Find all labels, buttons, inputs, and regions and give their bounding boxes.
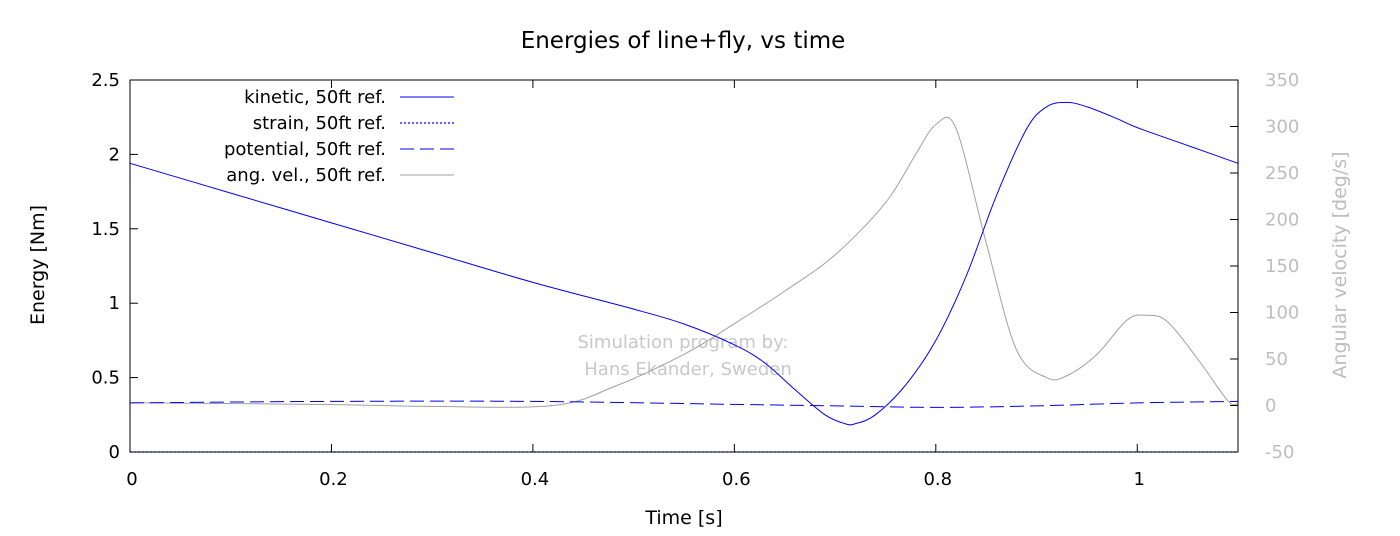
y2-tick-label: 200 <box>1265 210 1299 231</box>
y-tick-label: 2.5 <box>91 70 120 91</box>
legend-label: potential, 50ft ref. <box>224 139 386 160</box>
watermark-line: Simulation program by: <box>578 332 789 353</box>
y2-tick-label: 100 <box>1265 303 1299 324</box>
y2-tick-label: 300 <box>1265 117 1299 138</box>
y2-tick-label: 50 <box>1265 349 1288 370</box>
watermark-line: Hans Ekander, Sweden <box>584 359 791 380</box>
x-tick-label: 0.6 <box>722 469 751 490</box>
y2-tick-label: 250 <box>1265 163 1299 184</box>
x-axis: 0 0.2 0.4 0.6 0.8 1 <box>126 80 1145 490</box>
legend-label: kinetic, 50ft ref. <box>244 87 386 108</box>
x-tick-label: 0.4 <box>521 469 550 490</box>
series-line-potential <box>129 400 1239 408</box>
y-axis-left: 0 0.5 1 1.5 2 2.5 <box>91 70 138 463</box>
legend-label: strain, 50ft ref. <box>253 113 386 134</box>
x-tick-label: 0 <box>126 469 137 490</box>
x-tick-label: 0.2 <box>319 469 348 490</box>
y2-tick-label: 0 <box>1265 396 1276 417</box>
y2-tick-label: 350 <box>1265 70 1299 91</box>
x-tick-label: 1 <box>1134 469 1145 490</box>
legend-label: ang. vel., 50ft ref. <box>226 165 386 186</box>
y-axis-right: -50 0 50 100 150 200 250 300 350 <box>1230 70 1299 463</box>
y-axis-label-right: Angular velocity [deg/s] <box>1329 151 1351 378</box>
series-line-kinetic <box>129 101 1239 426</box>
y-tick-label: 2 <box>109 144 120 165</box>
y-tick-label: 0 <box>109 442 120 463</box>
y-axis-label-left: Energy [Nm] <box>27 205 49 325</box>
y2-tick-label: 150 <box>1265 256 1299 277</box>
watermark-annotation: Simulation program by: Hans Ekander, Swed… <box>578 332 792 380</box>
series-line-ang-vel <box>129 116 1239 408</box>
x-tick-label: 0.8 <box>923 469 952 490</box>
plot-frame <box>129 79 1239 453</box>
y-tick-label: 0.5 <box>91 368 120 389</box>
legend: kinetic, 50ft ref. strain, 50ft ref. poten… <box>224 87 454 186</box>
y-tick-label: 1 <box>109 293 120 314</box>
chart-title: Energies of line+fly, vs time <box>521 28 846 54</box>
y-tick-label: 1.5 <box>91 219 120 240</box>
x-axis-label: Time [s] <box>644 507 722 529</box>
y2-tick-label: -50 <box>1265 442 1294 463</box>
